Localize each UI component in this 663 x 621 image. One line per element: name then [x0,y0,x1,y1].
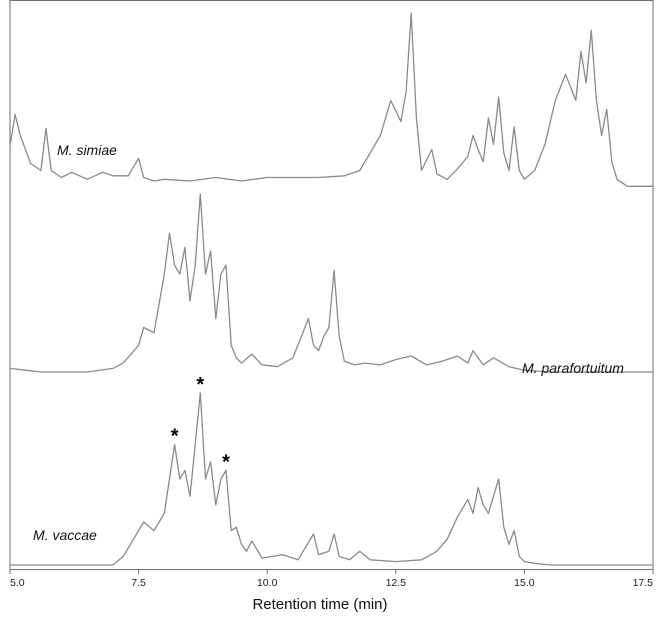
x-tick-label: 17.5 [633,577,654,589]
x-tick-label: 10.0 [257,577,278,589]
peak-marker-asterisk: * [171,426,179,448]
x-axis-ticks: 5.0 7.5 10.0 12.5 15.0 17.5 [9,569,654,589]
traces-group [9,12,653,566]
series-label-m-vaccae: M. vaccae [33,527,97,543]
trace-m-vaccae [10,392,653,566]
peak-markers: * * * [171,374,230,473]
x-tick-label: 7.5 [131,577,146,589]
peak-marker-asterisk: * [196,374,204,396]
trace-m-parafortuitum [9,193,653,373]
x-tick-label: 15.0 [514,577,535,589]
series-label-m-parafortuitum: M. parafortuitum [522,360,624,376]
x-axis-title: Retention time (min) [252,596,387,613]
plot-frame [9,0,654,570]
trace-m-simiae [9,12,653,187]
series-label-m-simiae: M. simiae [57,142,117,158]
x-tick-label: 5.0 [10,577,25,589]
x-tick-label: 12.5 [386,577,407,589]
peak-marker-asterisk: * [222,451,230,473]
